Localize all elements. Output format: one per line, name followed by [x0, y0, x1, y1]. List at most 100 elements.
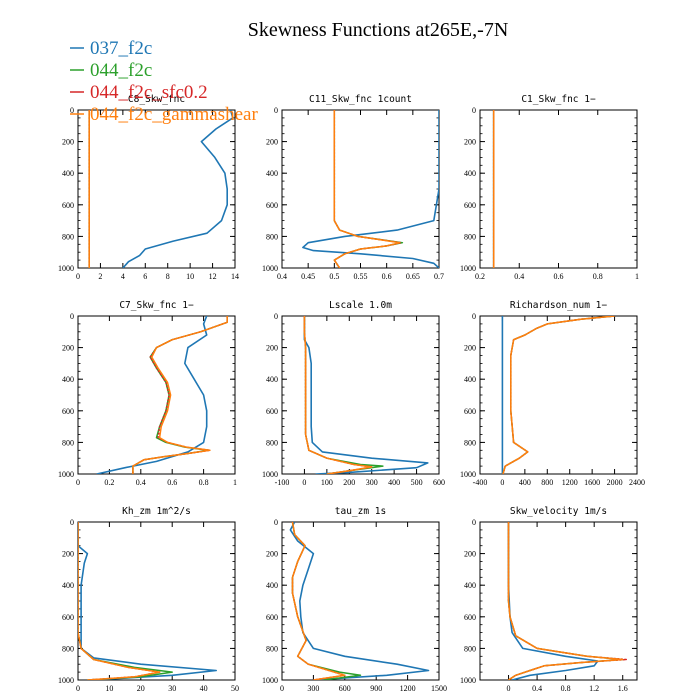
- x-tick-label: 0: [507, 684, 511, 693]
- x-tick-label: 50: [231, 684, 239, 693]
- plot-frame: [77, 315, 236, 475]
- x-tick-label: 0.5: [329, 272, 339, 281]
- series-line: [132, 316, 228, 474]
- y-tick-label: 0: [274, 518, 278, 527]
- series-group: [78, 522, 217, 680]
- panel: Lscale 1.0m 0 200 400 600 800 1000-100 0 100 200 3…: [262, 300, 445, 487]
- x-tick-label: 0.4: [514, 272, 524, 281]
- series-line: [303, 316, 373, 474]
- y-tick-label: 600: [266, 613, 278, 622]
- plot-frame: [479, 109, 638, 269]
- y-tick-label: 600: [266, 407, 278, 416]
- y-tick-label: 0: [70, 106, 74, 115]
- series-line: [132, 316, 228, 474]
- x-tick-label: 1.2: [589, 684, 599, 693]
- x-tick-label: 1: [233, 478, 237, 487]
- x-tick-label: 6: [143, 272, 147, 281]
- y-tick-label: 400: [266, 581, 278, 590]
- x-tick-label: 0: [280, 684, 284, 693]
- y-tick-label: 800: [62, 232, 74, 241]
- series-line: [303, 316, 373, 474]
- series-line: [289, 522, 430, 680]
- plot-frame: [479, 315, 638, 475]
- x-tick-label: 0.6: [382, 272, 392, 281]
- series-line: [291, 522, 346, 680]
- y-tick-label: 800: [464, 438, 476, 447]
- y-tick-label: 200: [266, 138, 278, 147]
- x-tick-label: 400: [388, 478, 400, 487]
- x-tick-label: 1: [635, 272, 639, 281]
- series-group: [507, 522, 628, 680]
- x-tick-label: 0.4: [277, 272, 287, 281]
- x-tick-label: 0: [76, 684, 80, 693]
- x-tick-label: 2: [98, 272, 102, 281]
- y-tick-label: 600: [464, 201, 476, 210]
- x-tick-label: 0.2: [104, 478, 114, 487]
- y-tick-label: 1000: [262, 470, 278, 479]
- legend: 037_f2c044_f2c044_f2c_sfc0.2044_f2c_gamm…: [70, 38, 258, 125]
- x-tick-label: 0.55: [354, 272, 368, 281]
- figure-title: Skewness Functions at265E,-7N: [248, 19, 509, 41]
- series-line: [303, 316, 429, 474]
- x-tick-label: 1500: [431, 684, 447, 693]
- x-tick-label: 0.6: [554, 272, 564, 281]
- y-tick-label: 800: [266, 438, 278, 447]
- plot-frame: [479, 521, 638, 681]
- series-group: [289, 522, 430, 680]
- y-tick-label: 800: [266, 232, 278, 241]
- x-tick-label: 500: [411, 478, 423, 487]
- y-tick-label: 600: [464, 407, 476, 416]
- series-line: [302, 110, 439, 268]
- y-tick-label: 200: [266, 344, 278, 353]
- series-line: [132, 316, 228, 474]
- y-tick-label: 1000: [460, 676, 476, 685]
- x-tick-label: 300: [366, 478, 378, 487]
- y-tick-label: 400: [464, 581, 476, 590]
- y-tick-label: 200: [464, 344, 476, 353]
- y-tick-label: 400: [266, 375, 278, 384]
- y-tick-label: 1000: [58, 676, 74, 685]
- x-tick-label: -100: [275, 478, 290, 487]
- x-tick-label: 8: [166, 272, 170, 281]
- series-group: [88, 110, 234, 268]
- y-tick-label: 0: [274, 106, 278, 115]
- x-tick-label: 14: [231, 272, 239, 281]
- y-tick-label: 200: [62, 138, 74, 147]
- y-tick-label: 800: [266, 644, 278, 653]
- panel-title: tau_zm 1s: [335, 506, 386, 517]
- series-line: [333, 110, 401, 268]
- x-tick-label: 0: [500, 478, 504, 487]
- y-tick-label: 1000: [58, 264, 74, 273]
- x-tick-label: 0.4: [532, 684, 542, 693]
- y-tick-label: 200: [266, 550, 278, 559]
- series-line: [502, 316, 615, 474]
- x-tick-label: -400: [473, 478, 488, 487]
- series-line: [303, 316, 384, 474]
- y-tick-label: 800: [62, 644, 74, 653]
- y-tick-label: 400: [464, 169, 476, 178]
- y-tick-label: 400: [62, 169, 74, 178]
- x-tick-label: 30: [168, 684, 176, 693]
- y-tick-label: 0: [472, 518, 476, 527]
- panel-title: Richardson_num 1−: [510, 300, 608, 311]
- x-tick-label: 2000: [607, 478, 623, 487]
- series-group: [302, 110, 439, 268]
- y-tick-label: 600: [62, 613, 74, 622]
- x-tick-label: 0: [76, 272, 80, 281]
- x-tick-label: 2400: [629, 478, 645, 487]
- x-tick-label: 4: [121, 272, 125, 281]
- y-tick-label: 800: [62, 438, 74, 447]
- y-tick-label: 200: [62, 344, 74, 353]
- x-tick-label: 0.2: [475, 272, 485, 281]
- legend-label: 044_f2c: [90, 60, 152, 81]
- y-tick-label: 600: [266, 201, 278, 210]
- x-tick-label: 600: [433, 478, 445, 487]
- series-line: [502, 316, 615, 474]
- x-tick-label: 0.8: [199, 478, 209, 487]
- x-tick-label: 0.7: [434, 272, 444, 281]
- legend-label: 044_f2c_gammashear: [90, 104, 258, 125]
- x-tick-label: 0.45: [301, 272, 315, 281]
- x-tick-label: 100: [321, 478, 333, 487]
- panel: Richardson_num 1− 0 200 400 600 800 1000-400 0 4…: [460, 300, 645, 487]
